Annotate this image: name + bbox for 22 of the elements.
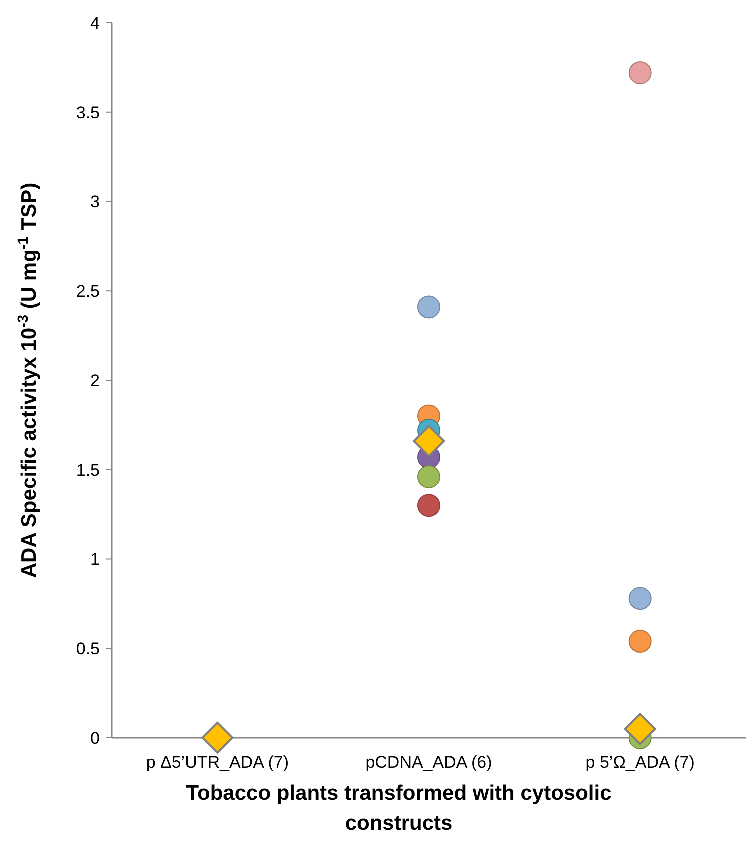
y-tick-label: 3.5	[76, 103, 100, 122]
y-tick-label: 2.5	[76, 282, 100, 302]
y-tick-label: 2	[90, 371, 100, 390]
point	[628, 62, 652, 85]
x-tick-label: p 5’Ω_ADA (7)	[586, 753, 695, 772]
x-tick-label: p Δ5’UTR_ADA (7)	[146, 753, 290, 772]
point	[202, 722, 234, 754]
y-tick-label: 1	[90, 550, 100, 570]
x-tick-label: pCDNA_ADA (6)	[366, 753, 492, 772]
y-tick-label: 1.5	[76, 460, 100, 480]
point	[418, 296, 440, 319]
point	[418, 466, 440, 489]
point	[628, 587, 652, 610]
y-tick-label: 0.5	[76, 640, 100, 659]
point	[413, 425, 445, 458]
point	[418, 494, 440, 518]
y-tick-label: 0	[90, 728, 100, 748]
point	[624, 713, 656, 746]
x-axis-title: Tobacco plants transformed with cytosolic constructs	[186, 782, 612, 835]
y-tick-label: 3	[90, 192, 100, 212]
point	[628, 630, 652, 653]
y-tick-label: 4	[90, 14, 100, 33]
